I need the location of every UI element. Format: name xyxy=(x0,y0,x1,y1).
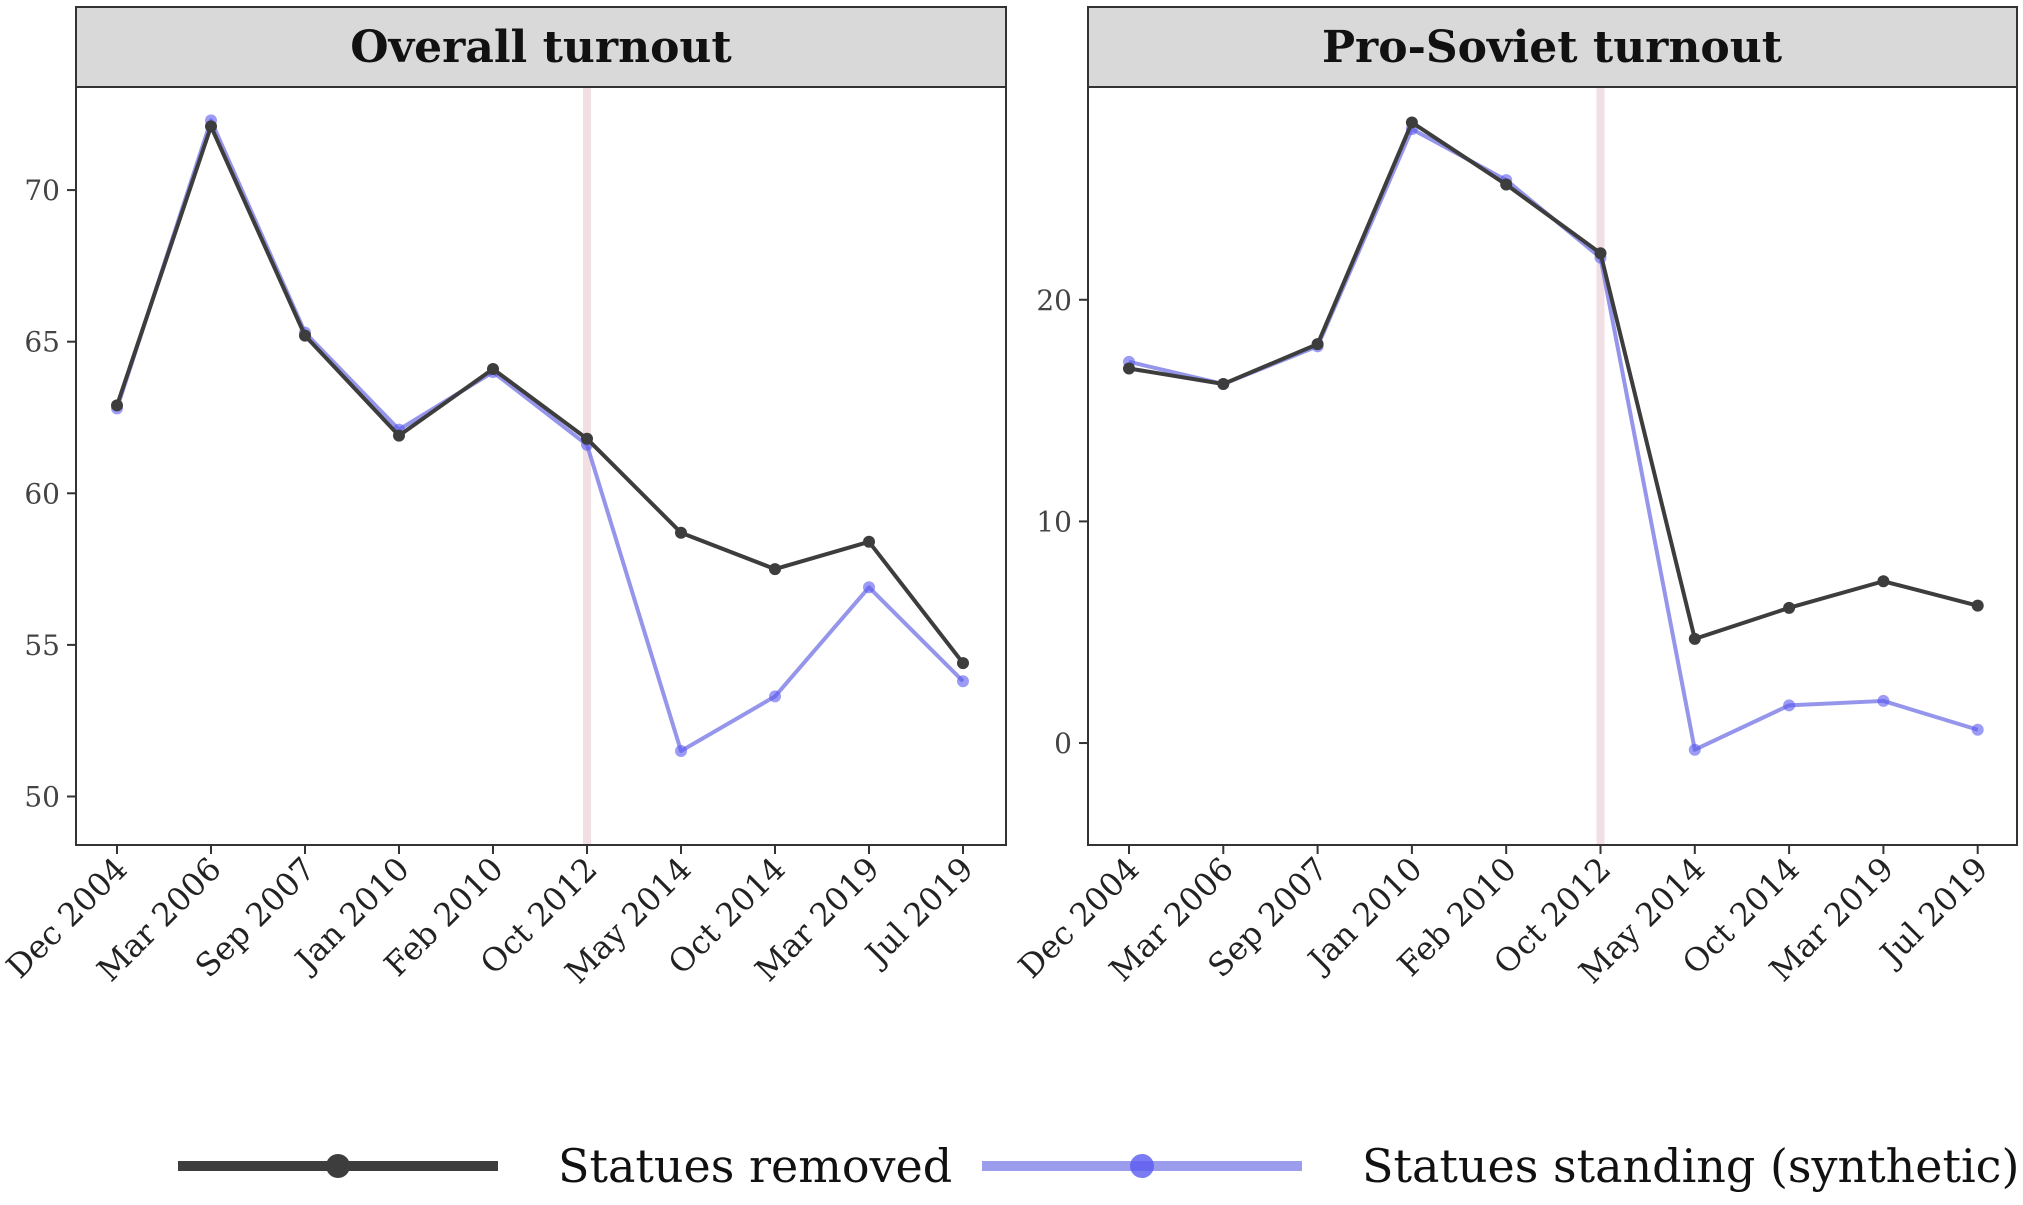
data-point-statues-standing xyxy=(957,675,969,688)
legend-item-statues-removed: Statues removed xyxy=(178,1139,952,1193)
data-point-statues-removed xyxy=(1217,377,1230,390)
plot-marks xyxy=(1123,88,1984,844)
data-point-statues-removed xyxy=(769,563,781,576)
data-point-statues-standing xyxy=(1877,694,1890,707)
data-point-statues-removed xyxy=(863,535,875,548)
data-point-statues-standing xyxy=(769,690,781,703)
strip-background xyxy=(75,6,1007,88)
plot-area xyxy=(1087,86,2018,846)
legend-label: Statues removed xyxy=(558,1139,952,1193)
legend-label: Statues standing (synthetic) xyxy=(1362,1139,2019,1193)
data-point-statues-removed xyxy=(1783,601,1796,614)
legend-key-point xyxy=(1130,1154,1154,1178)
y-tick-label: 55 xyxy=(24,629,60,662)
data-point-statues-removed xyxy=(393,429,405,442)
y-tick-label: 10 xyxy=(1036,505,1072,538)
data-point-statues-standing xyxy=(1783,699,1796,712)
data-point-statues-removed xyxy=(1405,116,1418,129)
legend-key-point xyxy=(326,1154,350,1178)
data-point-statues-removed xyxy=(675,526,687,539)
y-tick-label: 0 xyxy=(1054,727,1072,760)
data-point-statues-removed xyxy=(1877,575,1890,588)
data-point-statues-removed xyxy=(205,120,217,133)
data-point-statues-removed xyxy=(1311,338,1324,351)
data-point-statues-removed xyxy=(957,657,969,670)
data-point-statues-removed xyxy=(1123,362,1135,375)
y-tick-label: 65 xyxy=(24,326,60,359)
data-point-statues-standing xyxy=(1688,743,1701,756)
y-tick-label: 20 xyxy=(1036,284,1072,317)
data-point-statues-removed xyxy=(1500,178,1513,191)
data-point-statues-removed xyxy=(581,432,593,445)
strip-background xyxy=(1087,6,2018,88)
legend: Statues removed Statues standing (synthe… xyxy=(178,1139,2019,1193)
data-point-statues-removed xyxy=(1688,632,1701,645)
plot-area xyxy=(75,86,1007,846)
data-point-statues-removed xyxy=(1594,247,1607,260)
series-line-statues-removed xyxy=(1128,120,1979,641)
data-point-statues-removed xyxy=(487,362,499,375)
panel-title: Overall turnout xyxy=(350,22,732,73)
y-tick-label: 70 xyxy=(24,174,60,207)
data-point-statues-removed xyxy=(299,329,311,342)
panel-title: Pro-Soviet turnout xyxy=(1322,22,1783,73)
legend-item-statues-standing: Statues standing (synthetic) xyxy=(982,1139,2019,1193)
y-tick-label: 60 xyxy=(24,477,60,510)
data-point-statues-removed xyxy=(111,399,123,412)
data-point-statues-removed xyxy=(1971,599,1984,612)
data-point-statues-standing xyxy=(863,581,875,594)
y-tick-label: 50 xyxy=(24,780,60,813)
data-point-statues-standing xyxy=(1971,723,1984,736)
series-line-statues-removed xyxy=(115,124,965,665)
plot-marks xyxy=(111,88,969,844)
data-point-statues-standing xyxy=(675,745,687,758)
